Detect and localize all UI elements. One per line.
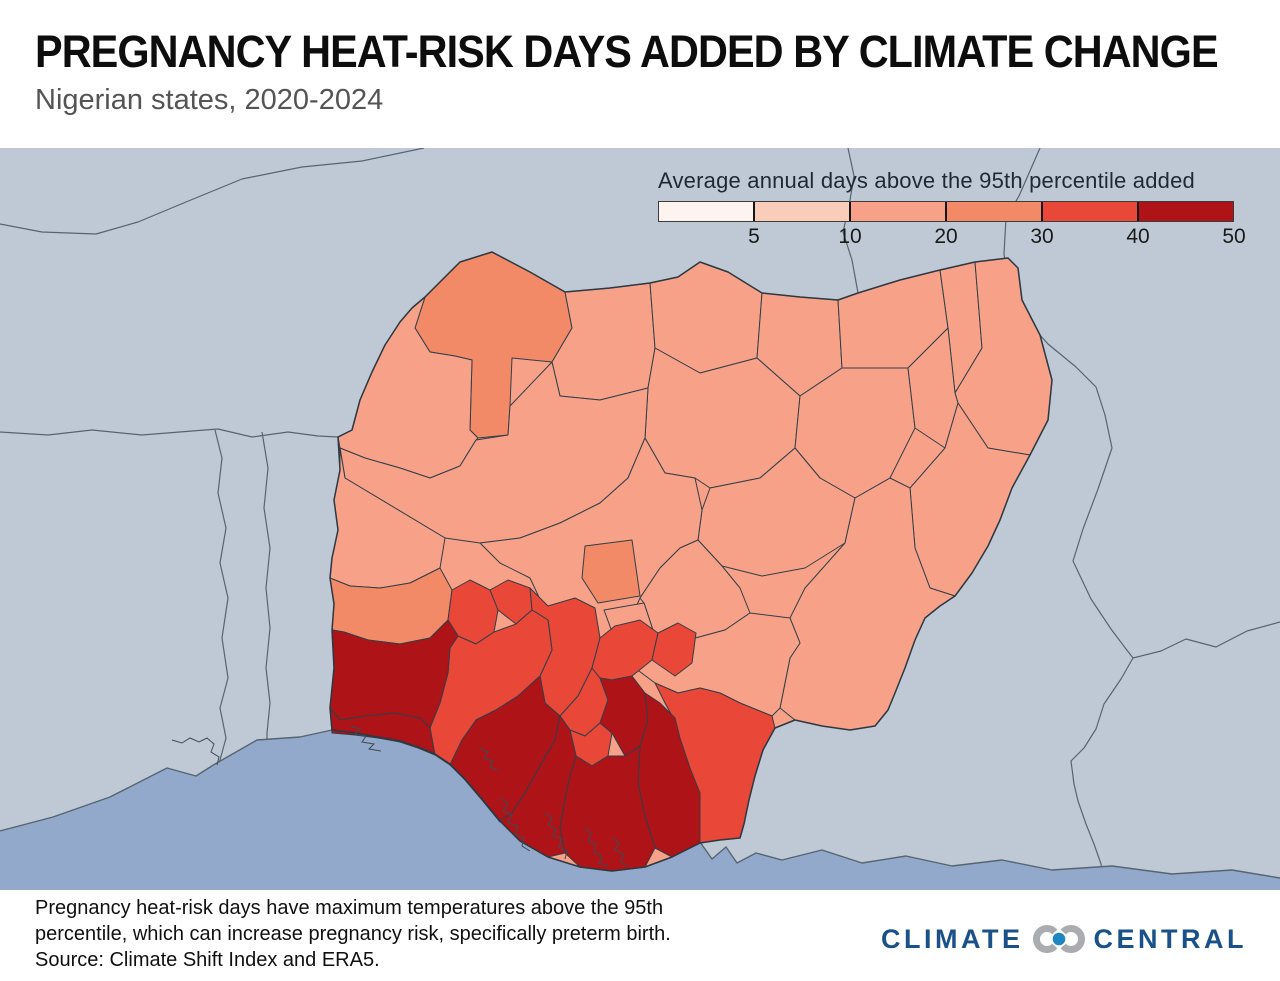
legend-segment-0-5 xyxy=(659,202,755,221)
legend-segment-10-20 xyxy=(851,202,947,221)
legend-title: Average annual days above the 95th perce… xyxy=(658,168,1195,193)
legend-segment-20-30 xyxy=(947,202,1043,221)
country-border-2 xyxy=(214,429,229,768)
coast-detail-4 xyxy=(349,725,382,752)
state-enugu xyxy=(591,619,659,681)
legend-tick-50: 50 xyxy=(1222,225,1246,248)
coast-detail-1 xyxy=(544,812,568,860)
page-subtitle: Nigerian states, 2020-2024 xyxy=(35,84,384,116)
country-border-3 xyxy=(261,431,271,740)
footer-note-line-2: percentile, which can increase pregnancy… xyxy=(35,923,671,945)
legend: Average annual days above the 95th perce… xyxy=(658,168,1246,253)
legend-tick-30: 30 xyxy=(1030,225,1054,248)
state-zamfara xyxy=(551,282,656,401)
country-border-5 xyxy=(1003,148,1134,659)
legend-segment-40-50 xyxy=(1139,202,1233,221)
map-area: Average annual days above the 95th perce… xyxy=(0,148,1280,890)
state-ebonyi xyxy=(651,622,697,677)
legend-segment-30-40 xyxy=(1043,202,1139,221)
header: PREGNANCY HEAT-RISK DAYS ADDED BY CLIMAT… xyxy=(0,0,1280,148)
legend-tick-5: 5 xyxy=(748,225,760,248)
country-border-6 xyxy=(1132,621,1280,659)
footer-note-line-1: Pregnancy heat-risk days have maximum te… xyxy=(35,897,664,919)
legend-segment-5-10 xyxy=(755,202,851,221)
legend-colorbar xyxy=(658,201,1234,222)
coast-detail-0 xyxy=(499,797,531,852)
footer-note: Pregnancy heat-risk days have maximum te… xyxy=(35,895,671,973)
ocean xyxy=(0,730,1280,890)
coast-detail-5 xyxy=(479,747,499,771)
coast-detail-2 xyxy=(584,827,609,867)
footer: Pregnancy heat-risk days have maximum te… xyxy=(0,890,1280,981)
legend-tick-40: 40 xyxy=(1126,225,1150,248)
country-border-7 xyxy=(1070,657,1134,890)
country-border-0 xyxy=(0,148,425,235)
legend-tick-labels: 5 10 20 30 40 50 xyxy=(658,225,1246,253)
page-title: PREGNANCY HEAT-RISK DAYS ADDED BY CLIMAT… xyxy=(35,26,1219,77)
coast-detail-3 xyxy=(611,837,629,867)
nigeria-outline xyxy=(329,251,1053,872)
logo-word-central: CENTRAL xyxy=(1093,923,1247,954)
legend-tick-20: 20 xyxy=(934,225,958,248)
legend-tick-10: 10 xyxy=(838,225,862,248)
state-fct xyxy=(581,539,641,604)
climate-central-rings-icon xyxy=(1032,925,1085,953)
footer-note-line-3: Source: Climate Shift Index and ERA5. xyxy=(35,949,380,971)
coast-detail-6 xyxy=(171,737,220,766)
country-border-1 xyxy=(0,428,339,438)
nigeria-choropleth-map xyxy=(0,148,1280,890)
climate-central-logo: CLIMATE CENTRAL xyxy=(881,921,1247,957)
state-bayelsa xyxy=(499,715,577,858)
logo-word-climate: CLIMATE xyxy=(881,923,1024,954)
